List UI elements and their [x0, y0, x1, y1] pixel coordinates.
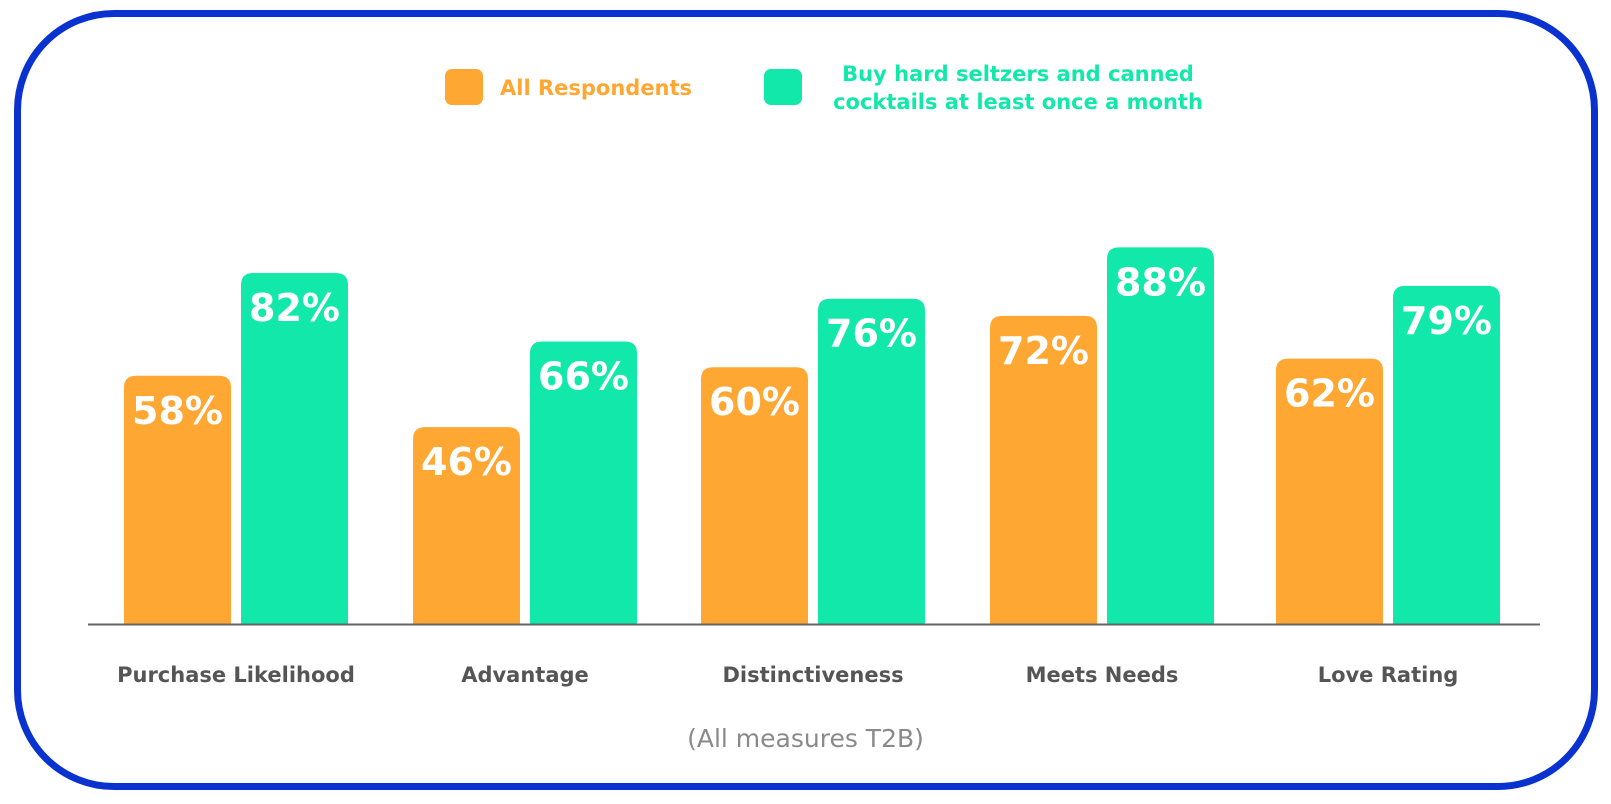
bar-all-respondents-1 [413, 427, 520, 624]
bar-monthly-buyers-0 [241, 273, 348, 624]
bar-label-all-respondents-2: 60% [709, 380, 800, 424]
bar-label-all-respondents-0: 58% [132, 389, 223, 433]
bar-monthly-buyers-2 [818, 298, 925, 624]
footnote: (All measures T2B) [687, 724, 924, 753]
bar-all-respondents-3 [990, 315, 1097, 624]
bar-label-monthly-buyers-4: 79% [1401, 299, 1492, 343]
bar-all-respondents-2 [701, 367, 808, 624]
category-label-3: Meets Needs [1026, 663, 1179, 687]
bar-label-all-respondents-3: 72% [998, 329, 1089, 373]
bar-label-monthly-buyers-3: 88% [1115, 260, 1206, 304]
legend-label-all-respondents: All Respondents [500, 76, 693, 100]
bar-label-monthly-buyers-1: 66% [538, 355, 629, 399]
bar-label-all-respondents-1: 46% [421, 440, 512, 484]
category-label-0: Purchase Likelihood [117, 663, 355, 687]
bar-label-monthly-buyers-2: 76% [826, 312, 917, 356]
bar-monthly-buyers-3 [1107, 247, 1214, 625]
legend-swatch-all-respondents [445, 69, 483, 105]
category-label-1: Advantage [461, 663, 589, 687]
bar-all-respondents-4 [1276, 358, 1383, 624]
bar-monthly-buyers-4 [1393, 285, 1500, 624]
bar-label-all-respondents-4: 62% [1284, 372, 1375, 416]
bar-label-monthly-buyers-0: 82% [249, 286, 340, 330]
bar-all-respondents-0 [124, 375, 231, 624]
legend-swatch-monthly-buyers [764, 69, 802, 105]
legend-label-monthly-buyers: Buy hard seltzers and canned cocktails a… [833, 62, 1203, 114]
category-label-4: Love Rating [1318, 663, 1459, 687]
category-label-2: Distinctiveness [722, 663, 903, 687]
bar-monthly-buyers-1 [530, 341, 637, 624]
